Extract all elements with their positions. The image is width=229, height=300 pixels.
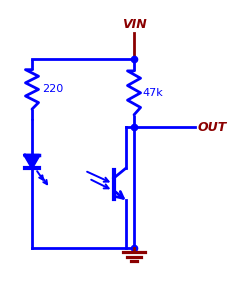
Text: OUT: OUT: [197, 121, 226, 134]
Polygon shape: [25, 155, 39, 168]
Text: 220: 220: [42, 84, 63, 94]
Text: 47k: 47k: [143, 88, 163, 98]
Text: VIN: VIN: [122, 18, 146, 31]
